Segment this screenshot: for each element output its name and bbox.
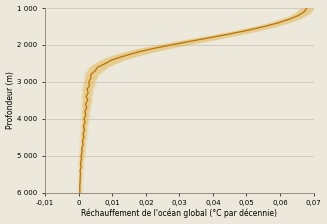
X-axis label: Réchauffement de l'océan global (°C par décennie): Réchauffement de l'océan global (°C par …	[81, 209, 277, 218]
Y-axis label: Profondeur (m): Profondeur (m)	[6, 71, 15, 129]
